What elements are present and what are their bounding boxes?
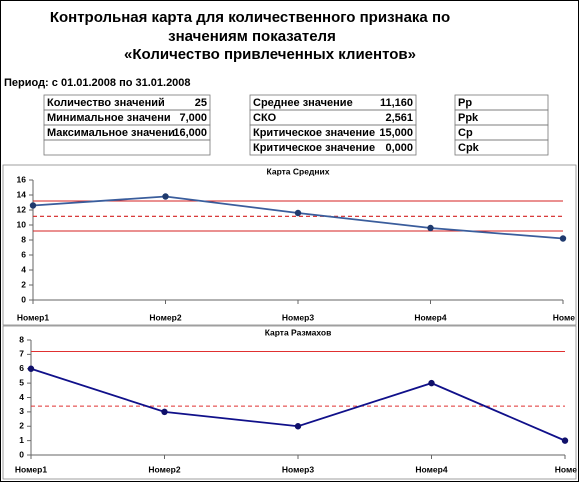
x-tick-label: Номер4 <box>414 312 446 322</box>
x-tick-label: Номер3 <box>282 312 314 322</box>
y-tick-label: 8 <box>21 234 26 244</box>
cell-label: СКО <box>253 112 277 124</box>
y-tick-label: 5 <box>19 377 24 387</box>
cell-label: Cpk <box>458 142 480 154</box>
y-tick-label: 1 <box>19 435 24 445</box>
cell-label: Среднее значение <box>253 97 353 109</box>
x-tick-label: Номер2 <box>148 464 180 474</box>
x-tick-label: Номер1 <box>15 464 47 474</box>
y-tick-label: 4 <box>21 264 26 274</box>
point <box>294 209 302 217</box>
point <box>161 408 168 416</box>
period: Период: с 01.01.2008 по 31.01.2008 <box>4 77 191 89</box>
chart-title: Карта Размахов <box>265 327 332 337</box>
point <box>428 379 435 387</box>
point <box>294 423 302 430</box>
point <box>162 193 169 200</box>
cell-value: 7,000 <box>179 112 207 124</box>
point <box>29 202 37 209</box>
point <box>427 224 434 232</box>
x-tick-label: Номер2 <box>149 312 181 322</box>
cell-label: Минимальное значени <box>47 112 171 124</box>
cell-label: Pp <box>458 97 472 109</box>
y-tick-label: 16 <box>17 174 27 184</box>
y-tick-label: 8 <box>19 334 24 344</box>
y-tick-label: 10 <box>17 219 27 229</box>
y-tick-label: 6 <box>19 363 24 373</box>
y-tick-label: 4 <box>19 392 24 402</box>
cell-label: Cp <box>458 127 473 139</box>
point <box>27 365 35 372</box>
y-tick-label: 2 <box>19 421 24 431</box>
table-cell <box>43 139 211 156</box>
cell-value: 0,000 <box>385 142 413 154</box>
x-tick-label: Номер3 <box>282 464 314 474</box>
cell-label: Количество значений <box>47 97 165 109</box>
cell-label: Критическое значение <box>253 127 375 139</box>
y-tick-label: 0 <box>19 449 24 459</box>
chart-frame <box>2 164 577 326</box>
chart-title: Карта Средних <box>267 166 330 176</box>
cell-label: Ppk <box>458 112 479 124</box>
cell-value: 15,000 <box>379 127 413 139</box>
chart-frame <box>2 325 577 480</box>
table-cell <box>454 139 549 156</box>
y-tick-label: 0 <box>21 294 26 304</box>
cell-value: 2,561 <box>385 112 413 124</box>
y-tick-label: 2 <box>21 279 26 289</box>
point <box>561 437 569 444</box>
cell-label: Максимальное значени <box>47 127 175 139</box>
x-tick-label: Номер4 <box>415 464 447 474</box>
title-line: «Количество привлеченных клиентов» <box>124 46 416 63</box>
cell-value: 11,160 <box>380 97 413 109</box>
table-cell <box>249 139 417 156</box>
title-line: Контрольная карта для количественного пр… <box>50 9 450 26</box>
y-tick-label: 14 <box>17 189 27 199</box>
point <box>559 235 567 242</box>
y-tick-label: 7 <box>19 349 24 359</box>
title-line: значениям показателя <box>168 28 336 45</box>
y-tick-label: 6 <box>21 249 26 259</box>
cell-label: Критическое значение <box>253 142 375 154</box>
x-tick-label: Номе <box>553 312 576 322</box>
cell-value: 25 <box>195 97 207 109</box>
y-tick-label: 3 <box>19 406 24 416</box>
cell-value: 16,000 <box>173 127 207 139</box>
y-tick-label: 12 <box>17 204 27 214</box>
x-tick-label: Номер1 <box>17 312 49 322</box>
x-tick-label: Номе <box>555 464 578 474</box>
